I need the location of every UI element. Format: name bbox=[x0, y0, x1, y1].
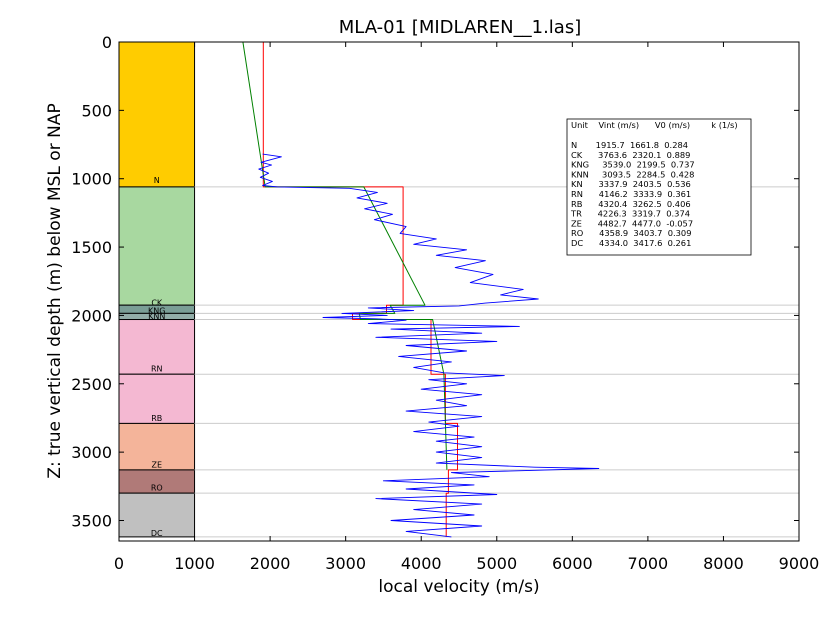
velocity-table-row: KN 3337.9 2403.5 0.536 bbox=[571, 179, 691, 189]
velocity-table-row: TR 4226.3 3319.7 0.374 bbox=[570, 209, 690, 219]
y-tick-label: 3000 bbox=[71, 443, 112, 462]
x-tick-label: 5000 bbox=[476, 554, 517, 573]
series-trend bbox=[242, 41, 448, 470]
x-tick-label: 2000 bbox=[250, 554, 291, 573]
chart-title: MLA-01 [MIDLAREN__1.las] bbox=[339, 17, 581, 38]
x-tick-label: 0 bbox=[114, 554, 124, 573]
unit-label-n: N bbox=[154, 176, 160, 185]
y-tick-label: 3500 bbox=[71, 511, 112, 530]
y-tick-label: 2500 bbox=[71, 375, 112, 394]
unit-label-ck: CK bbox=[151, 298, 163, 307]
velocity-table-row: RO 4358.9 3403.7 0.309 bbox=[571, 228, 691, 238]
velocity-table-row: ZE 4482.7 4477.0 -0.057 bbox=[571, 218, 693, 228]
unit-band-kn bbox=[118, 319, 196, 375]
unit-label-knn: KNN bbox=[148, 312, 165, 321]
axis-ticks: 0 1000 2000 3000 4000 5000 6000 7000 8000 9000 0 50… bbox=[71, 33, 819, 573]
velocity-table-row: KNG 3539.0 2199.5 0.737 bbox=[571, 160, 695, 170]
velocity-table-row: RB 4320.4 3262.5 0.406 bbox=[571, 199, 691, 209]
x-axis-title: local velocity (m/s) bbox=[378, 577, 539, 597]
unit-label-dc: DC bbox=[151, 529, 163, 538]
velocity-table-row: CK 3763.6 2320.1 0.889 bbox=[571, 150, 690, 160]
x-tick-label: 9000 bbox=[779, 554, 820, 573]
y-axis-title: Z: true vertical depth (m) below MSL or … bbox=[45, 103, 65, 478]
y-tick-label: 0 bbox=[102, 33, 112, 52]
unit-band-rn bbox=[118, 373, 196, 424]
unit-label-rb: RB bbox=[151, 414, 162, 423]
unit-label-kng: KNG bbox=[148, 307, 165, 316]
velocity-table: Unit Vint (m/s) V0 (m/s) k (1/s) N 1915.… bbox=[566, 118, 752, 256]
y-tick-label: 1000 bbox=[71, 170, 112, 189]
y-tick-label: 500 bbox=[81, 101, 112, 120]
unit-label-rn: RN bbox=[151, 365, 163, 374]
velocity-table-row: DC 4334.0 3417.6 0.261 bbox=[571, 238, 691, 248]
unit-band-n bbox=[118, 41, 196, 188]
x-tick-label: 7000 bbox=[628, 554, 669, 573]
series-interval bbox=[262, 42, 458, 537]
x-tick-label: 3000 bbox=[325, 554, 366, 573]
y-tick-label: 1500 bbox=[71, 238, 112, 257]
x-tick-label: 4000 bbox=[401, 554, 442, 573]
unit-label-ze: ZE bbox=[152, 460, 163, 469]
x-tick-label: 6000 bbox=[552, 554, 593, 573]
velocity-table-row: N 1915.7 1661.8 0.284 bbox=[571, 140, 688, 150]
unit-band-ck bbox=[118, 186, 196, 306]
unit-band-rb bbox=[118, 422, 196, 471]
velocity-table-header: Unit Vint (m/s) V0 (m/s) k (1/s) bbox=[571, 120, 738, 130]
plot-frame bbox=[118, 41, 800, 542]
x-tick-label: 8000 bbox=[703, 554, 744, 573]
velocity-table-row: RN 4146.2 3333.9 0.361 bbox=[571, 189, 691, 199]
x-tick-label: 1000 bbox=[174, 554, 215, 573]
velocity-series bbox=[242, 41, 600, 538]
series-log bbox=[258, 153, 600, 538]
unit-label-ro: RO bbox=[151, 484, 163, 493]
unit-band-ze bbox=[118, 492, 196, 538]
velocity-table-frame bbox=[566, 118, 752, 256]
y-tick-label: 2000 bbox=[71, 306, 112, 325]
velocity-table-row: KNN 3093.5 2284.5 0.428 bbox=[571, 169, 694, 179]
